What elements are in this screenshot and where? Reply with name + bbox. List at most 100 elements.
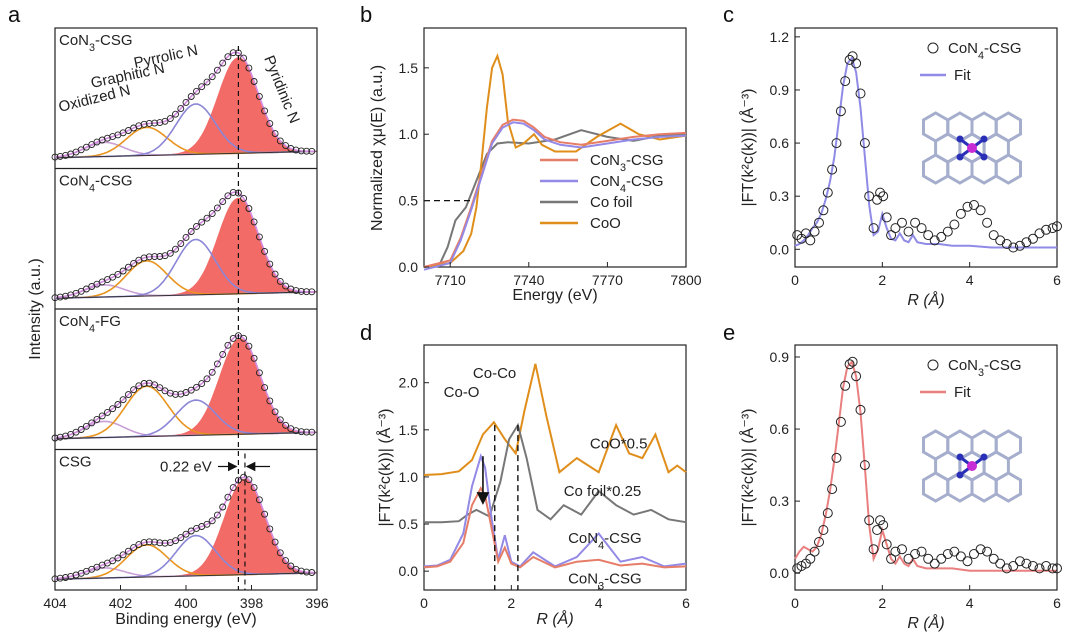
nitrogen-atom [956,471,964,479]
legend-label: Co foil [590,194,633,211]
panel-b-y-tick-label: 1.0 [399,126,419,142]
xps-data-point [172,245,179,253]
data-point [975,205,986,216]
xps-data-point [250,78,258,85]
legend-marker [927,42,939,54]
panel-c-x-tick-label: 0 [420,595,428,611]
xps-data-point [266,397,274,405]
xps-data-point [145,538,153,546]
cobalt-atom [967,143,977,153]
xps-data-point [276,277,284,285]
panel-e-x-tick-label: 4 [966,595,974,611]
subpanel-label: CoN4-FG [59,313,121,335]
legend-label: CoO [590,215,621,232]
panel-d-x-tick-label: 0 [791,272,799,288]
xps-data-point [229,49,237,57]
xps-data-point [140,120,148,128]
series-coo [423,52,687,268]
xps-data-point [140,380,148,387]
shift-annotation: 0.22 eV [160,459,212,476]
data-point [875,187,886,198]
xps-data-point [62,151,69,159]
xps-data-point [224,53,232,61]
xps-data-point [245,64,253,72]
data-point [1021,237,1032,248]
xps-data-point [193,222,200,230]
data-point [962,556,973,567]
graphene-ring [970,471,998,503]
panel-b-y-tick-label: 1.5 [399,60,419,76]
xps-data-point [172,537,179,545]
legend-label: CoN4-CSG [590,173,664,195]
data-point [805,235,816,246]
data-point [1047,563,1058,574]
xps-data-point [119,267,127,275]
legend-label: CoN3-CSG [590,152,664,174]
data-point [1041,561,1052,571]
xps-data-point [156,539,164,547]
panel-e-y-tick-label: 0.3 [770,493,790,509]
xps-data-point [56,293,64,301]
xps-data-point [271,538,279,546]
xps-data-point [182,98,190,106]
xps-data-point [208,73,216,81]
curve-label: CoN3-CSG [568,570,642,592]
xps-data-point [297,428,305,436]
data-point [975,544,986,555]
panel-e-y-tick-label: 0.0 [770,565,790,581]
panel-e-y-tick-label: 0.6 [770,421,790,437]
panel-a-x-tick-label: 402 [109,595,133,611]
xps-data-point [276,416,284,424]
panel-b-frame [423,27,687,268]
data-point [1014,240,1025,251]
data-point [982,217,993,228]
xps-baseline [54,431,318,440]
xps-data-point [203,78,211,86]
panel-a-x-tick-label: 400 [174,595,198,611]
cobalt-atom [967,461,977,471]
xps-data-point [177,105,185,113]
data-point [1034,563,1045,574]
panel-b-ylabel: Normalized χμ(E) (a.u.) [369,65,386,231]
xps-data-point [161,117,169,125]
xps-data-point [166,389,174,397]
panel-e-ylabel: |FT(k²c(k))| (Å⁻³) [738,408,757,526]
data-point [844,54,855,65]
xps-data-point [193,383,200,391]
xps-data-point [276,137,284,145]
xps-data-point [271,270,279,278]
curve-label: Co foil*0.25 [564,483,642,500]
xps-data-point [177,240,185,248]
legend-label: CoN3-CSG [948,357,1022,379]
xps-data-point [172,110,179,118]
panel-letter-e: e [723,320,735,345]
data-point [872,525,883,535]
panel-a-xlabel: Binding energy (eV) [115,611,256,628]
data-point [855,404,866,415]
panel-e-x-tick-label: 6 [1053,595,1061,611]
xps-data-point [255,233,263,241]
subpanel-label: CoN3-CSG [59,32,133,54]
data-point [859,460,870,471]
xps-data-point [271,408,279,416]
xps-data-point [271,130,279,138]
xps-data-point [161,539,169,547]
nitrogen-atom [980,453,988,461]
data-point [1028,561,1038,571]
data-point [949,219,960,230]
xps-data-point [282,142,290,150]
structure-inset-d [922,111,1022,185]
data-point [910,217,921,228]
data-point [995,235,1006,246]
series-coo-0.5 [423,363,687,476]
panel-d-y-tick-label: 1.2 [770,29,790,45]
panel-d-x-tick-label: 2 [878,272,886,288]
xps-data-point [119,551,127,559]
data-point [822,508,833,519]
data-point [809,226,820,237]
xps-data-point [303,147,310,155]
panel-e-x-tick-label: 0 [791,595,799,611]
xps-data-point [282,421,290,429]
xps-data-point [109,405,117,413]
panel-c-y-tick-label: 1.0 [399,469,419,485]
